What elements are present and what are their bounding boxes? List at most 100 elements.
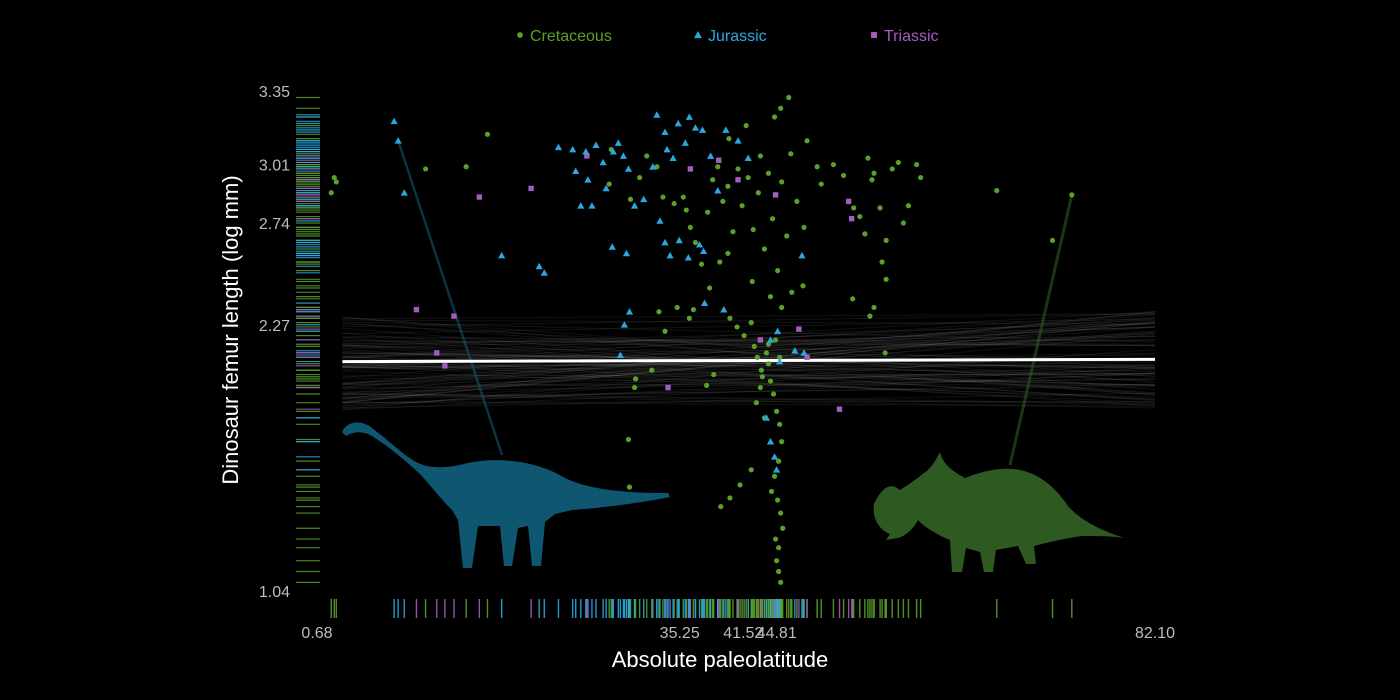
bootstrap-line bbox=[342, 319, 1156, 359]
point-cretaceous bbox=[644, 153, 650, 159]
bootstrap-line bbox=[342, 365, 1156, 400]
point-cretaceous bbox=[778, 510, 784, 516]
point-cretaceous bbox=[710, 177, 716, 183]
point-cretaceous bbox=[632, 376, 639, 382]
point-cretaceous bbox=[869, 177, 875, 183]
point-cretaceous bbox=[727, 315, 733, 321]
point-cretaceous bbox=[994, 187, 1000, 194]
point-cretaceous bbox=[877, 205, 883, 211]
point-jurassic bbox=[540, 269, 548, 276]
point-cretaceous bbox=[883, 276, 889, 282]
point-cretaceous bbox=[830, 161, 837, 168]
point-jurassic bbox=[776, 357, 784, 365]
point-cretaceous bbox=[794, 198, 800, 204]
point-cretaceous bbox=[777, 421, 783, 427]
bootstrap-line bbox=[342, 316, 1156, 391]
y-axis-ticks: 1.04 2.27 2.74 3.01 3.35 bbox=[259, 84, 290, 601]
point-cretaceous bbox=[801, 224, 807, 230]
point-jurassic bbox=[577, 202, 585, 209]
point-cretaceous bbox=[862, 231, 868, 237]
point-cretaceous bbox=[865, 155, 871, 161]
point-jurassic bbox=[798, 251, 806, 259]
point-triassic bbox=[796, 326, 802, 332]
bootstrap-line bbox=[342, 322, 1156, 347]
point-jurassic bbox=[744, 154, 752, 161]
point-cretaceous bbox=[779, 304, 785, 311]
point-jurassic bbox=[609, 148, 617, 155]
point-triassic bbox=[757, 337, 764, 343]
point-cretaceous bbox=[748, 320, 754, 326]
point-cretaceous bbox=[867, 313, 873, 319]
legend-label-cretaceous: Cretaceous bbox=[530, 28, 612, 45]
point-cretaceous bbox=[656, 309, 662, 315]
point-cretaceous bbox=[741, 332, 747, 339]
point-cretaceous bbox=[662, 328, 668, 334]
point-cretaceous bbox=[750, 226, 756, 233]
point-jurassic bbox=[619, 152, 628, 159]
point-cretaceous bbox=[913, 161, 920, 168]
silhouette-layer bbox=[342, 422, 1124, 572]
point-cretaceous bbox=[879, 259, 885, 265]
point-triassic bbox=[434, 350, 440, 356]
point-jurassic bbox=[592, 141, 600, 148]
bootstrap-line bbox=[342, 339, 1156, 342]
ceratopsian-silhouette bbox=[873, 452, 1124, 572]
point-jurassic bbox=[608, 243, 616, 250]
point-jurassic bbox=[699, 247, 708, 255]
point-cretaceous bbox=[851, 205, 857, 211]
bootstrap-line bbox=[342, 363, 1156, 386]
point-jurassic bbox=[695, 241, 704, 248]
point-jurassic bbox=[674, 119, 682, 127]
x-tick-label: 44.81 bbox=[757, 625, 797, 642]
bootstrap-line bbox=[342, 321, 1156, 404]
bootstrap-line bbox=[342, 393, 1156, 409]
point-jurassic bbox=[770, 453, 779, 460]
point-jurassic bbox=[766, 336, 775, 343]
ceratopsian-pointer-line bbox=[1008, 194, 1074, 466]
point-cretaceous bbox=[711, 371, 717, 378]
point-jurassic bbox=[698, 126, 707, 133]
point-jurassic bbox=[800, 349, 808, 356]
point-cretaceous bbox=[814, 164, 820, 170]
point-triassic bbox=[845, 198, 852, 205]
point-cretaceous bbox=[727, 495, 733, 501]
point-cretaceous bbox=[606, 181, 612, 187]
point-jurassic bbox=[584, 176, 592, 183]
point-cretaceous bbox=[776, 458, 782, 464]
point-cretaceous bbox=[328, 190, 334, 196]
point-cretaceous bbox=[788, 151, 794, 157]
point-jurassic bbox=[394, 137, 402, 144]
point-jurassic bbox=[498, 251, 506, 259]
point-cretaceous bbox=[734, 324, 740, 330]
point-jurassic bbox=[599, 158, 607, 166]
point-jurassic bbox=[661, 238, 669, 246]
point-jurassic bbox=[684, 254, 692, 261]
point-cretaceous bbox=[687, 224, 693, 230]
point-jurassic bbox=[569, 145, 577, 153]
legend-marker-cretaceous bbox=[517, 32, 523, 38]
point-cretaceous bbox=[626, 484, 633, 490]
point-jurassic bbox=[630, 202, 639, 209]
bootstrap-line bbox=[342, 377, 1156, 393]
bootstrap-line bbox=[342, 322, 1156, 367]
y-tick-label: 2.27 bbox=[259, 318, 290, 335]
point-cretaceous bbox=[757, 153, 763, 159]
x-tick-label: 0.68 bbox=[301, 625, 332, 642]
point-cretaceous bbox=[776, 568, 782, 575]
point-jurassic bbox=[614, 139, 622, 146]
point-jurassic bbox=[622, 249, 631, 257]
bootstrap-line bbox=[342, 361, 1156, 404]
y-rug bbox=[296, 96, 320, 583]
regression-line bbox=[342, 357, 1156, 364]
point-triassic bbox=[442, 363, 448, 369]
point-cretaceous bbox=[784, 233, 790, 239]
point-jurassic bbox=[720, 306, 728, 313]
y-tick-label: 2.74 bbox=[259, 216, 290, 233]
point-cretaceous bbox=[765, 170, 772, 176]
point-cretaceous bbox=[735, 166, 741, 172]
point-cretaceous bbox=[789, 289, 795, 295]
point-cretaceous bbox=[900, 220, 907, 226]
bootstrap-line bbox=[342, 348, 1156, 401]
point-cretaceous bbox=[905, 203, 912, 209]
bootstrap-line bbox=[342, 400, 1156, 403]
